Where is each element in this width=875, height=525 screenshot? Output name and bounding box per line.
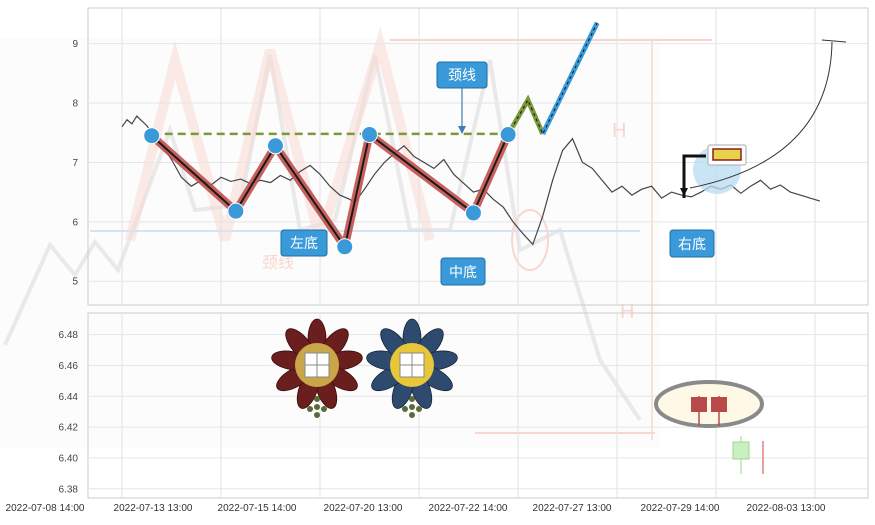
flower-blue-stem [402, 396, 422, 418]
label-neckline-text: 颈线 [448, 67, 476, 83]
label-left-bottom-text: 左底 [290, 235, 318, 251]
x-tick-7: 2022-08-03 13:00 [747, 503, 826, 514]
y-tick-bottom-3: 6.44 [59, 392, 79, 403]
label-middle-bottom-text: 中底 [449, 264, 477, 280]
decor-circle [511, 209, 549, 271]
label-neckline: 颈线 [436, 61, 488, 89]
breakout-bracket [682, 154, 706, 198]
projection-dashed-overlay [507, 22, 598, 136]
x-tick-1: 2022-07-13 13:00 [114, 503, 193, 514]
y-tick-bottom-0: 6.38 [59, 484, 79, 495]
mini-candle-badge-icon [712, 148, 742, 161]
x-tick-6: 2022-07-29 14:00 [641, 503, 720, 514]
y-tick-bottom-4: 6.46 [59, 361, 79, 372]
label-right-bottom-box [669, 229, 715, 258]
decor-w-shape [125, 26, 435, 259]
decor-height-mark-1: H [612, 120, 626, 142]
bottom-y-axis: 6.38 6.40 6.42 6.44 6.46 6.48 [59, 330, 79, 495]
label-right-bottom: 右底 [669, 229, 715, 258]
pattern-marker-2 [266, 137, 284, 155]
x-tick-2: 2022-07-15 14:00 [218, 503, 297, 514]
label-right-bottom-text: 右底 [678, 236, 706, 252]
label-left-bottom: 左底 [280, 229, 328, 257]
pattern-marker-1 [227, 202, 245, 220]
target-arc [689, 41, 833, 189]
pattern-markers [143, 126, 517, 256]
neckline-pointer-head [458, 126, 466, 134]
y-tick-top-2: 7 [72, 158, 78, 169]
y-tick-top-0: 5 [72, 277, 78, 288]
candle-highlight-group [654, 380, 764, 474]
decor-watermark-text: 颈线 [262, 254, 294, 272]
pattern-marker-6 [499, 126, 517, 144]
candle-3-body [732, 441, 750, 460]
candle-1-body [691, 397, 707, 412]
decorative-flower-red [271, 318, 363, 418]
candle-2-body [711, 397, 727, 412]
flower-red-stem [307, 396, 327, 418]
x-axis: 2022-07-08 14:00 2022-07-13 13:00 2022-07-… [6, 503, 826, 514]
y-tick-top-4: 9 [72, 39, 78, 50]
x-tick-3: 2022-07-20 13:00 [324, 503, 403, 514]
x-tick-0: 2022-07-08 14:00 [6, 503, 85, 514]
x-tick-5: 2022-07-27 13:00 [533, 503, 612, 514]
price-series-line [121, 115, 821, 246]
y-tick-bottom-2: 6.42 [59, 423, 79, 434]
breakout-bracket-arrow [680, 188, 688, 196]
pattern-marker-4 [361, 126, 378, 144]
decorative-flower-blue [366, 318, 458, 418]
label-neckline-box [436, 61, 488, 89]
top-y-axis: 5 6 7 8 9 [72, 39, 78, 288]
x-tick-4: 2022-07-22 14:00 [429, 503, 508, 514]
target-cap [821, 39, 847, 43]
candle-highlight-ellipse [654, 380, 764, 428]
label-middle-bottom-box [440, 257, 486, 286]
y-tick-top-3: 8 [72, 99, 78, 110]
y-tick-bottom-5: 6.48 [59, 330, 79, 341]
pattern-marker-5 [464, 204, 482, 222]
label-left-bottom-box [280, 229, 328, 257]
pattern-marker-0 [143, 127, 161, 145]
top-panel-frame [87, 7, 869, 306]
y-tick-bottom-1: 6.40 [59, 453, 79, 464]
bottom-panel-frame [87, 312, 869, 499]
y-tick-top-1: 6 [72, 217, 78, 228]
pattern-marker-3 [336, 238, 354, 256]
label-middle-bottom: 中底 [440, 257, 486, 286]
decor-height-mark-2: H [620, 301, 634, 323]
